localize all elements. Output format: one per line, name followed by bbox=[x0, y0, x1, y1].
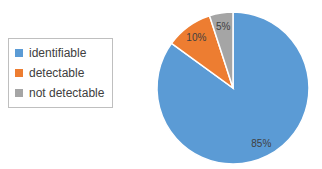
html-text:detectable: detectable bbox=[29, 66, 85, 80]
html-text:not detectable: not detectable bbox=[29, 86, 105, 100]
html-text:identifiable: identifiable bbox=[29, 46, 87, 60]
svg-text:10%: 10% bbox=[186, 32, 206, 43]
svg-text:85%: 85% bbox=[251, 138, 271, 149]
svg-text:5%: 5% bbox=[216, 21, 231, 32]
